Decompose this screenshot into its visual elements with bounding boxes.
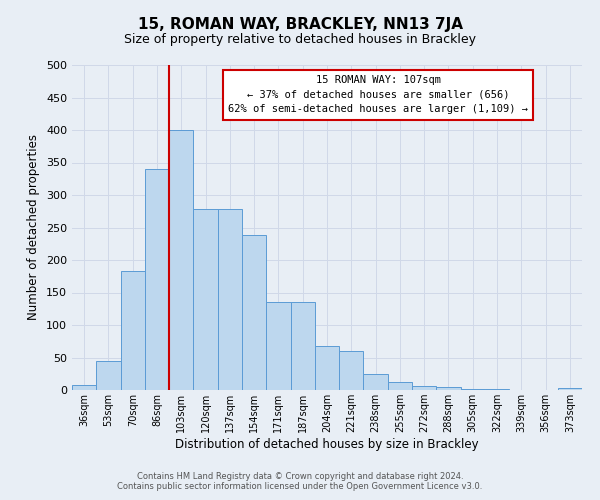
Bar [242,236,266,390]
Bar [169,130,193,390]
Bar [388,382,412,390]
Bar [364,374,388,390]
Bar [558,388,582,390]
Bar [72,385,96,390]
Text: Contains public sector information licensed under the Open Government Licence v3: Contains public sector information licen… [118,482,482,491]
Bar [218,210,242,390]
Bar [339,351,364,390]
Bar [290,302,315,390]
Bar [96,361,121,390]
Bar [412,386,436,390]
X-axis label: Distribution of detached houses by size in Brackley: Distribution of detached houses by size … [175,438,479,451]
Text: Size of property relative to detached houses in Brackley: Size of property relative to detached ho… [124,32,476,46]
Bar [315,346,339,390]
Bar [266,302,290,390]
Text: 15 ROMAN WAY: 107sqm
← 37% of detached houses are smaller (656)
62% of semi-deta: 15 ROMAN WAY: 107sqm ← 37% of detached h… [228,74,528,114]
Bar [193,210,218,390]
Bar [436,388,461,390]
Y-axis label: Number of detached properties: Number of detached properties [28,134,40,320]
Bar [461,388,485,390]
Bar [145,169,169,390]
Text: 15, ROMAN WAY, BRACKLEY, NN13 7JA: 15, ROMAN WAY, BRACKLEY, NN13 7JA [137,18,463,32]
Text: Contains HM Land Registry data © Crown copyright and database right 2024.: Contains HM Land Registry data © Crown c… [137,472,463,481]
Bar [121,271,145,390]
